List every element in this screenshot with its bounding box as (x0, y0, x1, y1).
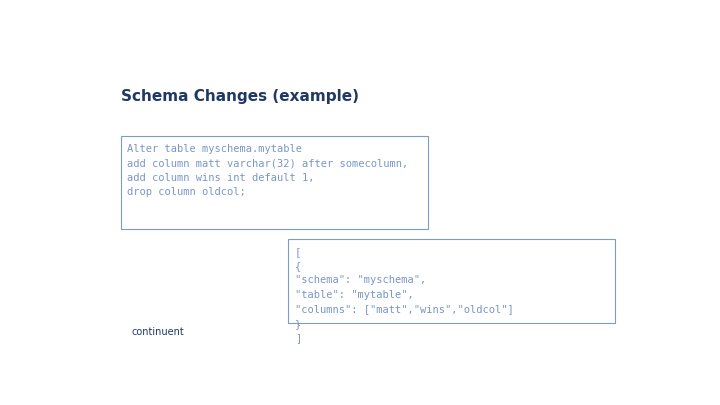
FancyBboxPatch shape (121, 136, 428, 230)
Text: [
{
"schema": "myschema",
"table": "mytable",
"columns": ["matt","wins","oldcol": [ { "schema": "myschema", "table": "myta… (294, 247, 513, 343)
Text: Alter table myschema.mytable
add column matt varchar(32) after somecolumn,
add c: Alter table myschema.mytable add column … (127, 144, 409, 197)
FancyBboxPatch shape (288, 239, 615, 323)
Text: continuent: continuent (132, 327, 184, 337)
Text: Schema Changes (example): Schema Changes (example) (121, 89, 359, 104)
